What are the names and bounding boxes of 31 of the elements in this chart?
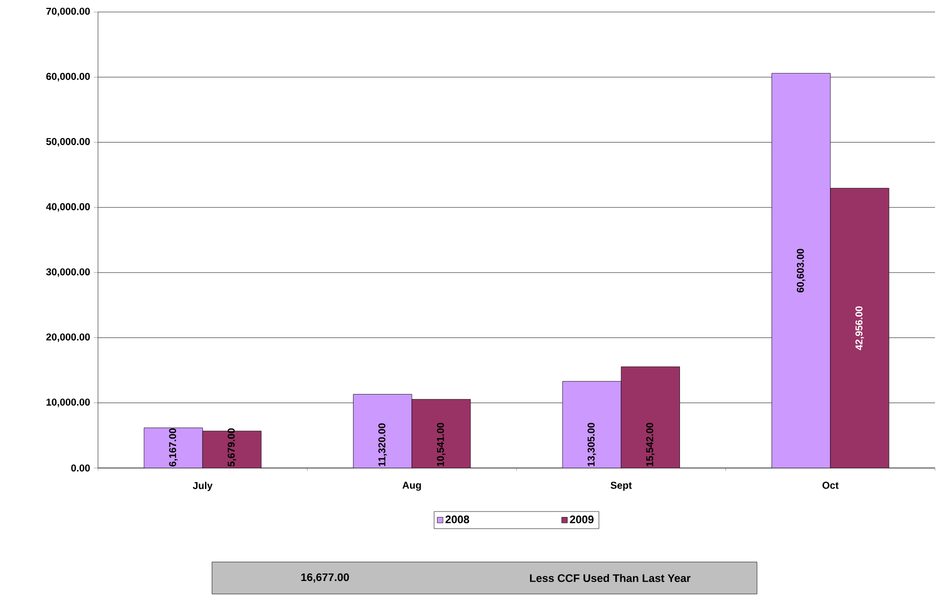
- legend-label: 2008: [446, 516, 470, 524]
- y-tick-label: 40,000.00: [46, 203, 90, 212]
- bar: [353, 394, 412, 468]
- y-tick-label: 0.00: [71, 464, 90, 472]
- data-label: 15,542.00: [646, 422, 655, 466]
- data-label: 42,956.00: [855, 306, 864, 350]
- bar: [562, 381, 622, 468]
- y-tick-label: 30,000.00: [46, 268, 90, 277]
- text: 16,677.00: [301, 573, 349, 583]
- data-label: 6,167.00: [169, 428, 178, 466]
- bar: [772, 73, 831, 468]
- y-tick-label: 50,000.00: [46, 138, 90, 147]
- data-label: 10,541.00: [436, 422, 446, 466]
- y-tick-label: 70,000.00: [46, 8, 90, 16]
- x-tick-label: Oct: [822, 482, 839, 489]
- bar: [830, 188, 890, 468]
- bar: [144, 428, 203, 468]
- x-tick-label: Sept: [610, 482, 632, 491]
- x-tick-label: Aug: [402, 482, 421, 491]
- legend-label: 2009: [570, 516, 594, 524]
- data-label: 60,603.00: [796, 248, 806, 292]
- data-label: 13,305.00: [588, 422, 596, 466]
- y-tick-label: 10,000.00: [46, 398, 90, 408]
- data-label: 5,679.00: [228, 428, 236, 466]
- data-label: 11,320.00: [378, 423, 387, 466]
- y-tick-label: 60,000.00: [46, 72, 90, 82]
- bar: [620, 366, 680, 468]
- bar: [412, 399, 471, 468]
- y-tick-label: 20,000.00: [46, 333, 90, 342]
- text: Less CCF Used Than Last Year: [530, 574, 691, 582]
- x-tick-label: July: [192, 482, 213, 492]
